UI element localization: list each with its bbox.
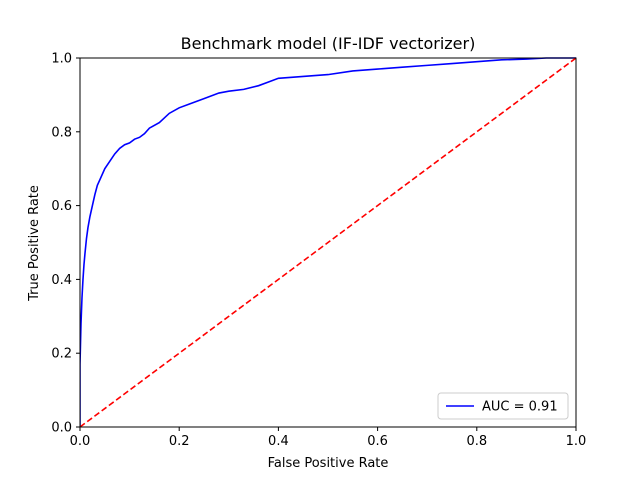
reference-diagonal-line — [80, 57, 577, 428]
x-tick-label: 0.8 — [466, 434, 487, 449]
y-tick-label: 0.0 — [51, 421, 72, 436]
series-layer — [80, 57, 577, 428]
x-axis-label: False Positive Rate — [268, 456, 389, 471]
x-tick-label: 1.0 — [566, 434, 587, 449]
axes-layer: 0.0 0.2 0.4 0.6 0.8 1.0 0.0 0.2 0.4 0.6 0.8 1.0 — [51, 52, 586, 450]
y-tick-label: 0.8 — [51, 125, 72, 140]
y-tick-label: 1.0 — [51, 52, 72, 67]
roc-curve-line — [80, 57, 576, 427]
x-tick-label: 0.0 — [70, 434, 91, 449]
y-tick-label: 0.4 — [51, 273, 72, 288]
y-tick-label: 0.2 — [51, 347, 72, 362]
x-tick-label: 0.2 — [169, 434, 190, 449]
x-tick-label: 0.4 — [268, 434, 289, 449]
y-tick-label: 0.6 — [51, 199, 72, 214]
legend: AUC = 0.91 — [437, 392, 569, 420]
y-axis-label: True Positive Rate — [27, 185, 42, 302]
x-tick-label: 0.6 — [367, 434, 388, 449]
legend-box — [437, 392, 569, 420]
legend-label: AUC = 0.91 — [482, 400, 558, 415]
chart-title: Benchmark model (IF-IDF vectorizer) — [181, 34, 476, 53]
axes-frame — [79, 57, 577, 428]
